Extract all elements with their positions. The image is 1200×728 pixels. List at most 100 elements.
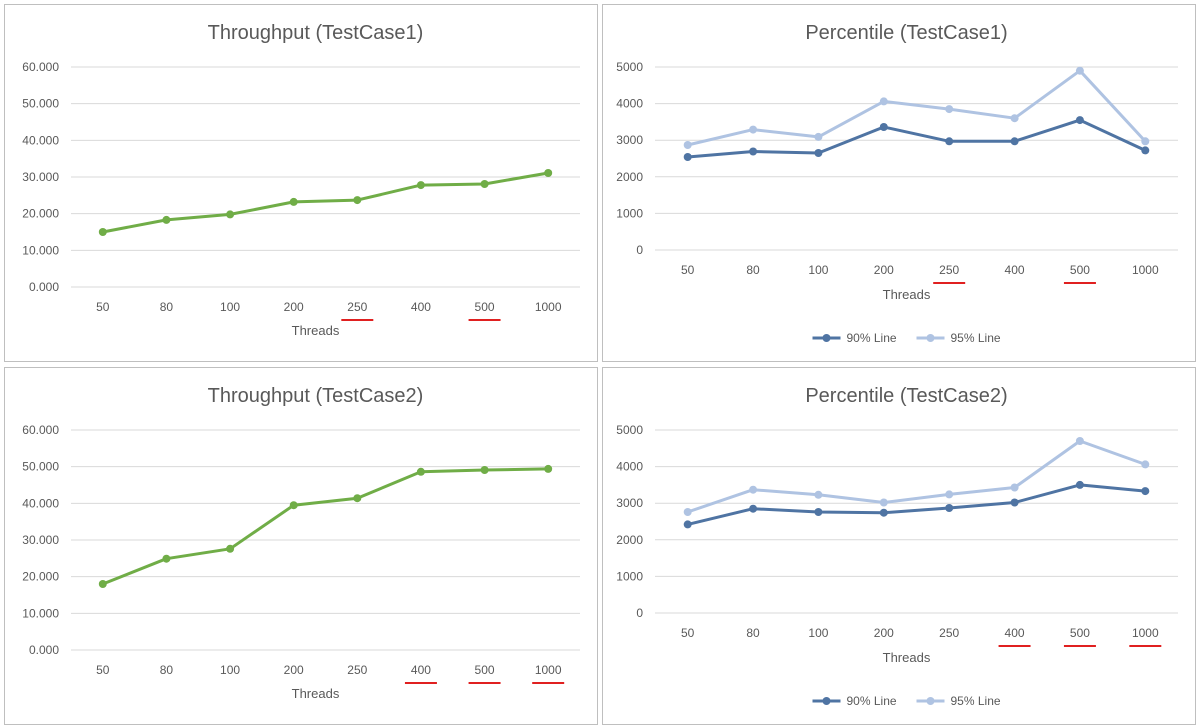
x-tick-label-500: 500 [1070, 626, 1090, 640]
legend-label-90-line: 90% Line [847, 331, 897, 345]
legend-label-95-line: 95% Line [951, 694, 1001, 708]
x-tick-label-80: 80 [160, 300, 174, 314]
data-point-series-0-1000 [544, 464, 553, 473]
x-tick-label-100: 100 [220, 663, 240, 677]
y-tick-label-60-000: 60.000 [22, 423, 59, 437]
data-point-90-line-1000 [1141, 487, 1150, 496]
x-tick-label-200: 200 [874, 626, 894, 640]
data-point-95-line-200 [879, 498, 888, 507]
throughput-testcase2-chart: Throughput (TestCase2) 0.000 10.000 20.000 3… [22, 385, 580, 701]
y-tick-label-30-000: 30.000 [22, 170, 59, 184]
x-tick-label-1000: 1000 [535, 663, 562, 677]
x-axis-label: Threads [883, 650, 931, 665]
y-tick-label-0-000: 0.000 [29, 280, 59, 294]
data-point-95-line-500 [1075, 437, 1084, 445]
y-tick-label-40-000: 40.000 [22, 133, 59, 147]
x-tick-label-500: 500 [475, 663, 495, 677]
data-point-90-line-80 [749, 504, 758, 513]
percentile-testcase2-chart: Percentile (TestCase2) 0 1000 2000 3000 4000 5… [616, 385, 1178, 708]
series-line-series-0 [101, 171, 550, 234]
data-point-90-line-100 [814, 149, 823, 157]
data-point-90-line-1000 [1141, 146, 1150, 155]
y-tick-label-3000: 3000 [616, 496, 643, 510]
chart-title: Percentile (TestCase1) [805, 22, 1007, 44]
data-point-series-0-400 [416, 181, 425, 190]
data-point-90-line-200 [879, 123, 888, 131]
series-line-95-line [686, 69, 1147, 147]
data-point-90-line-50 [683, 520, 692, 529]
x-tick-label-80: 80 [160, 663, 174, 677]
x-tick-label-1000: 1000 [1132, 263, 1159, 277]
y-tick-label-40-000: 40.000 [22, 496, 59, 510]
data-point-90-line-500 [1075, 480, 1084, 489]
data-point-90-line-250 [945, 137, 954, 146]
legend-marker-95-line [926, 697, 935, 705]
series-line-series-0 [101, 467, 550, 586]
x-axis-label: Threads [883, 287, 931, 302]
data-point-95-line-250 [945, 490, 954, 499]
data-point-series-0-100 [226, 544, 235, 553]
x-tick-label-500: 500 [1070, 263, 1090, 277]
y-tick-label-10-000: 10.000 [22, 606, 59, 620]
x-tick-label-200: 200 [284, 300, 304, 314]
y-tick-label-3000: 3000 [616, 133, 643, 147]
x-tick-label-80: 80 [746, 626, 760, 640]
x-tick-label-200: 200 [874, 263, 894, 277]
y-tick-label-60-000: 60.000 [22, 60, 59, 74]
data-point-90-line-500 [1075, 116, 1084, 125]
data-point-series-0-100 [226, 210, 235, 219]
data-point-90-line-400 [1010, 137, 1019, 146]
legend-marker-90-line [822, 334, 831, 342]
data-point-95-line-500 [1075, 66, 1084, 75]
chart-title: Percentile (TestCase2) [805, 385, 1007, 407]
x-tick-label-100: 100 [808, 263, 828, 277]
data-point-90-line-50 [683, 153, 692, 161]
y-tick-label-50-000: 50.000 [22, 460, 59, 474]
data-point-95-line-400 [1010, 114, 1019, 123]
x-tick-label-50: 50 [681, 263, 695, 277]
y-tick-label-1000: 1000 [616, 569, 643, 583]
x-tick-label-100: 100 [808, 626, 828, 640]
y-tick-label-1000: 1000 [616, 206, 643, 220]
x-tick-label-250: 250 [347, 663, 367, 677]
y-tick-label-20-000: 20.000 [22, 207, 59, 221]
legend-label-95-line: 95% Line [951, 331, 1001, 345]
data-point-series-0-500 [480, 180, 489, 188]
data-point-series-0-50 [98, 580, 107, 588]
data-point-95-line-50 [683, 141, 692, 149]
y-tick-label-5000: 5000 [616, 423, 643, 437]
x-tick-label-400: 400 [1005, 263, 1025, 277]
data-point-95-line-1000 [1141, 460, 1150, 469]
chart-title: Throughput (TestCase1) [208, 22, 424, 44]
data-point-series-0-250 [353, 196, 362, 205]
x-tick-label-50: 50 [96, 663, 110, 677]
chart-panel-throughput-testcase1: Throughput (TestCase1) 0.000 10.000 20.000 3… [4, 4, 598, 362]
data-point-90-line-250 [945, 504, 954, 512]
x-tick-label-500: 500 [475, 300, 495, 314]
data-point-series-0-200 [289, 501, 298, 510]
series-line-95-line [686, 439, 1147, 514]
data-point-95-line-50 [683, 508, 692, 516]
x-tick-label-200: 200 [284, 663, 304, 677]
y-tick-label-0-000: 0.000 [29, 643, 59, 657]
series-line-90-line [686, 483, 1147, 526]
percentile-testcase1-chart: Percentile (TestCase1) 0 1000 2000 3000 4000 5… [616, 22, 1178, 345]
chart-panel-throughput-testcase2: Throughput (TestCase2) 0.000 10.000 20.000 3… [4, 367, 598, 725]
data-point-90-line-400 [1010, 498, 1019, 507]
y-tick-label-10-000: 10.000 [22, 243, 59, 257]
x-tick-label-250: 250 [939, 263, 959, 277]
data-point-95-line-250 [945, 105, 954, 114]
x-axis-label: Threads [292, 323, 340, 338]
y-tick-label-4000: 4000 [616, 97, 643, 111]
data-point-95-line-400 [1010, 483, 1019, 492]
y-tick-label-20-000: 20.000 [22, 570, 59, 584]
y-tick-label-2000: 2000 [616, 533, 643, 547]
chart-title: Throughput (TestCase2) [208, 385, 424, 407]
x-tick-label-100: 100 [220, 300, 240, 314]
data-point-series-0-80 [162, 554, 171, 563]
data-point-series-0-80 [162, 215, 171, 224]
data-point-95-line-1000 [1141, 137, 1150, 146]
x-tick-label-400: 400 [411, 300, 431, 314]
x-tick-label-50: 50 [96, 300, 110, 314]
x-tick-label-1000: 1000 [535, 300, 562, 314]
